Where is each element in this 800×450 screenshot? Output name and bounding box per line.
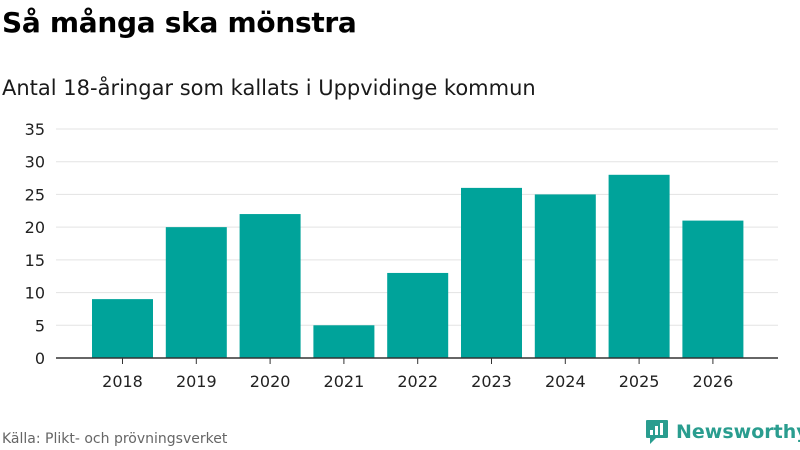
bar-2023 [461,187,522,358]
x-tick-label: 2026 [693,372,734,391]
x-tick-label: 2022 [397,372,438,391]
y-tick-label: 0 [35,349,45,368]
bar-2022 [387,272,449,358]
newsworthy-logo-text: Newsworthy [676,421,800,443]
chart-title: Så många ska mönstra [2,6,357,39]
y-tick-label: 15 [25,251,45,270]
x-tick-label: 2019 [176,372,217,391]
x-tick-label: 2021 [324,372,365,391]
source-note: Källa: Plikt- och prövningsverket [2,431,228,447]
y-tick-label: 25 [25,185,45,204]
x-tick-label: 2023 [471,372,512,391]
y-tick-label: 35 [25,120,45,139]
x-tick-label: 2018 [102,372,143,391]
y-tick-label: 10 [25,284,45,303]
x-tick-label: 2024 [545,372,586,391]
y-tick-label: 5 [35,316,45,335]
newsworthy-logo: Newsworthy [645,419,800,445]
bar-2025 [608,174,670,358]
bar-2019 [165,227,227,358]
newsworthy-logo-icon [646,420,668,444]
y-tick-label: 20 [25,218,45,237]
bar-2026 [682,220,744,358]
x-tick-label: 2025 [619,372,660,391]
y-tick-label: 30 [25,153,45,172]
x-tick-label: 2020 [250,372,291,391]
bar-2021 [313,325,375,358]
chart-subtitle: Antal 18-åringar som kallats i Uppviding… [2,76,536,100]
bar-2018 [92,299,153,358]
bar-2020 [239,214,301,358]
bar-2024 [534,194,596,358]
